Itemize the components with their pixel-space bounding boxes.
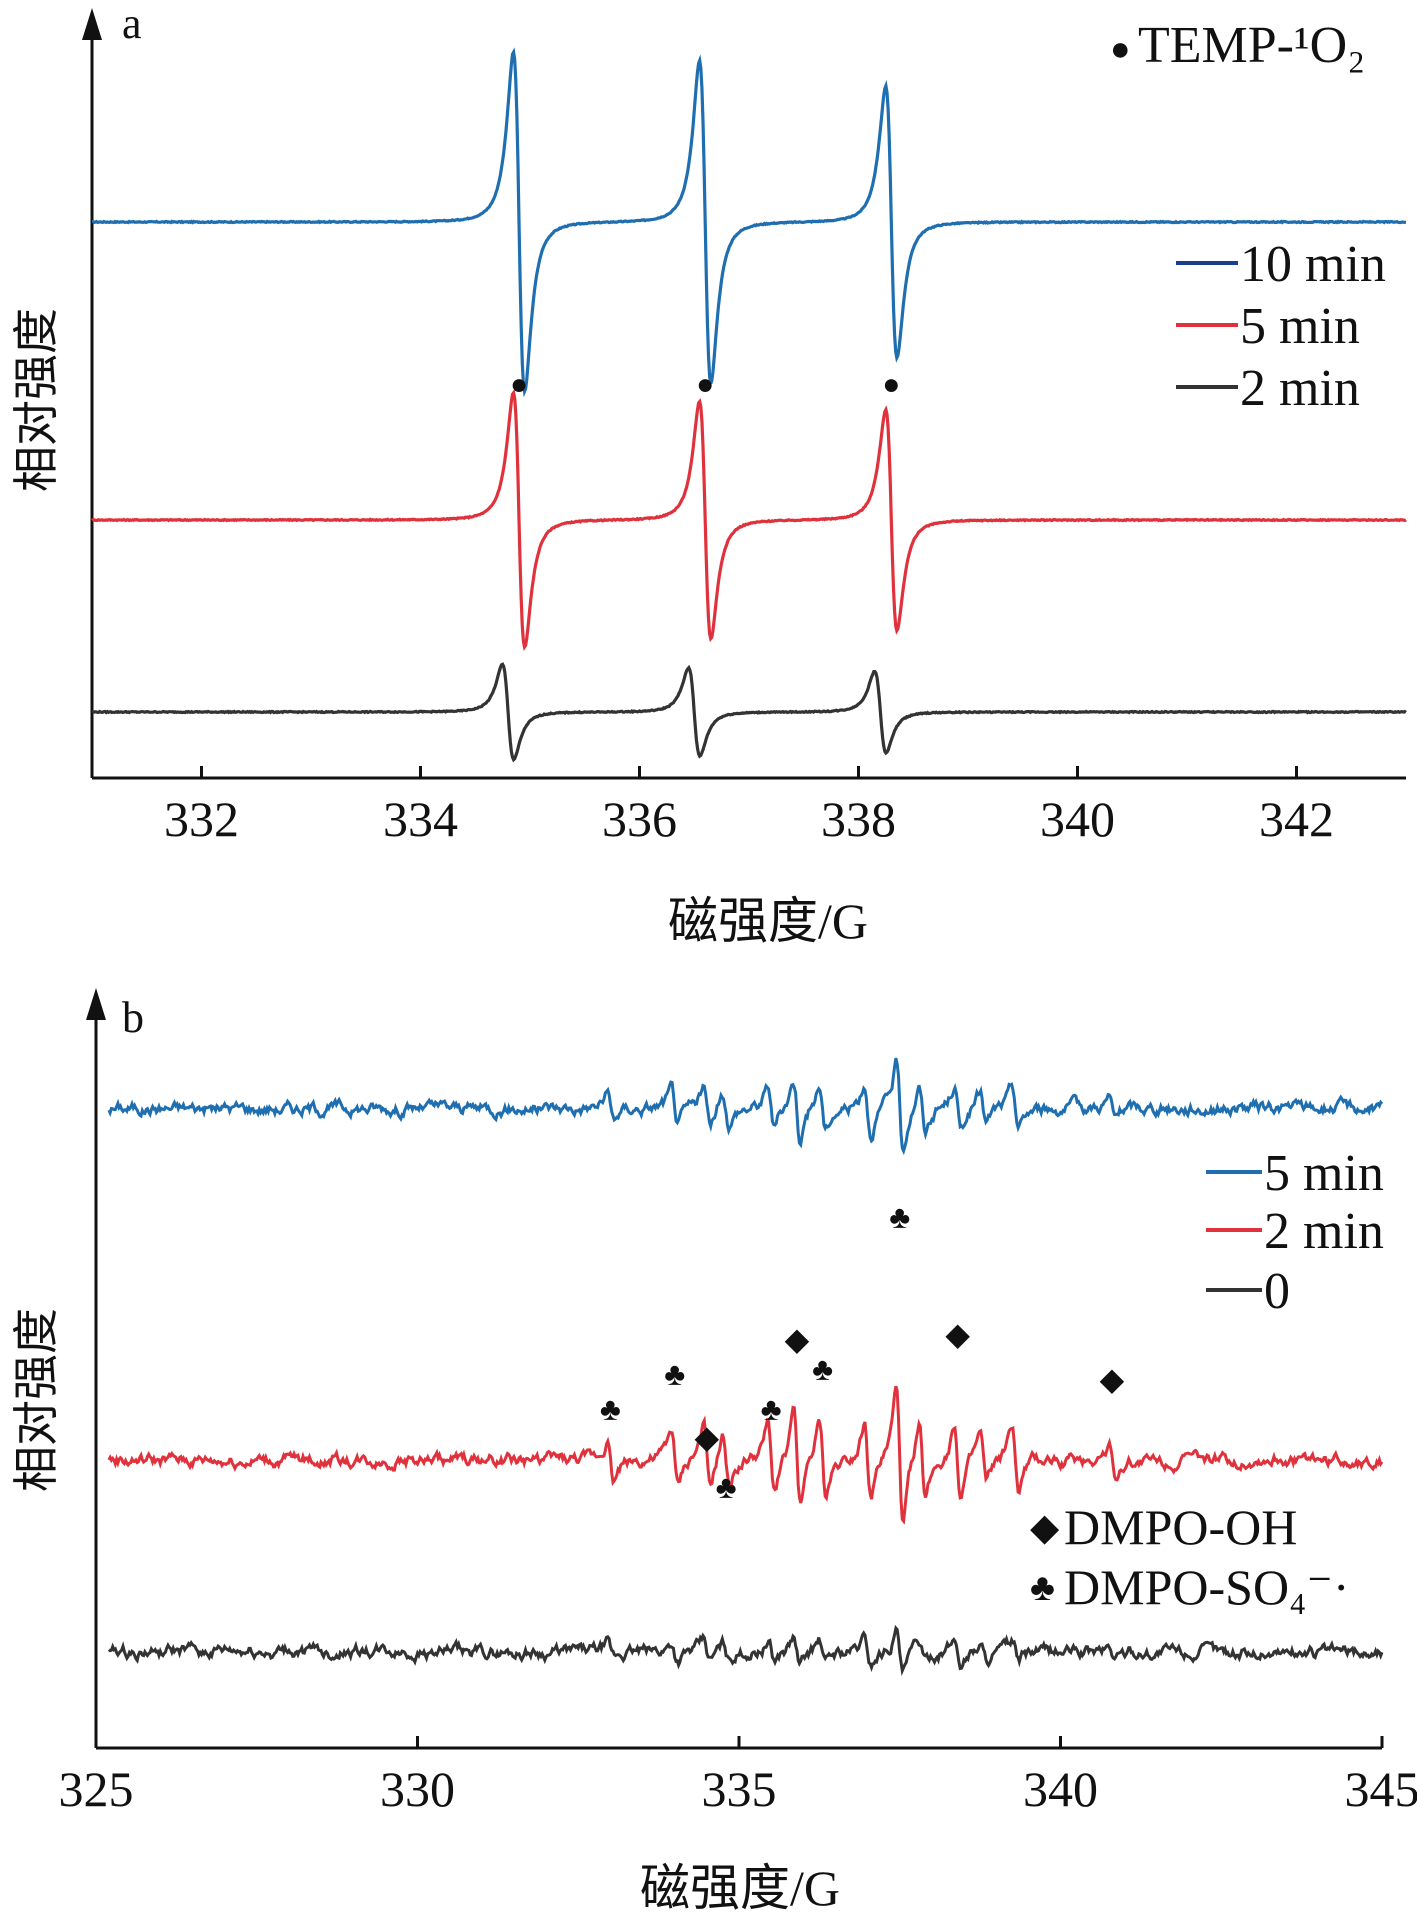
peak-marker-b: ♣: [664, 1356, 685, 1392]
panel-a-letter: a: [122, 0, 142, 48]
panel-a-y-axis-title: 相对强度: [11, 308, 62, 492]
trace-b-0: [107, 1624, 1384, 1677]
legend-a-label-1: 5 min: [1240, 298, 1360, 355]
legend-b-label-1: 2 min: [1264, 1203, 1384, 1260]
panel-a-y-axis-arrow: [82, 8, 102, 40]
legend-a-label-2: 2 min: [1240, 360, 1360, 417]
panel-b-letter: b: [122, 993, 144, 1042]
trace-a-2-min: [91, 662, 1407, 763]
panel-a-marker-symbol: ●: [1110, 31, 1131, 68]
peak-marker-b: ◆: [945, 1316, 970, 1352]
panel-b-traces: [107, 1057, 1384, 1677]
peak-marker-b: ♣: [761, 1391, 782, 1427]
peak-marker-a: ●: [510, 368, 528, 401]
peak-marker-a: ●: [696, 368, 714, 401]
trace-a-10-min: [92, 47, 1406, 398]
panel-b-x-axis-title: 磁强度/G: [640, 1860, 840, 1916]
x-tick-label: 340: [1040, 791, 1115, 847]
panel-a-x-axis-title: 磁强度/G: [668, 893, 868, 949]
peak-marker-b: ♣: [812, 1351, 833, 1387]
x-tick-label: 335: [702, 1761, 777, 1817]
x-tick-label: 334: [383, 791, 458, 847]
peak-marker-b: ♣: [716, 1469, 737, 1505]
panel-b-marker-label-0: DMPO-OH: [1064, 1499, 1297, 1555]
peak-marker-a: ●: [882, 368, 900, 401]
x-tick-label: 336: [602, 791, 677, 847]
x-tick-label: 325: [59, 1761, 134, 1817]
panel-b-marker-symbol-1: ♣: [1030, 1567, 1055, 1609]
trace-b-2-min: [107, 1385, 1384, 1525]
panel-a-traces: [91, 47, 1407, 763]
peak-marker-b: ◆: [1100, 1361, 1125, 1397]
x-tick-label: 345: [1345, 1761, 1417, 1817]
legend-a-label-0: 10 min: [1240, 236, 1386, 293]
x-tick-label: 330: [380, 1761, 455, 1817]
panel-a-legend: 10 min 5 min 2 min: [1176, 236, 1386, 417]
panel-b-marker-legend: ◆ DMPO-OH ♣ DMPO-SO₄⁻·: [1030, 1499, 1350, 1615]
x-tick-label: 332: [164, 791, 239, 847]
x-tick-label: 338: [821, 791, 896, 847]
panel-b-peak-markers: ♣♣◆♣♣◆♣♣◆◆: [600, 1199, 1125, 1505]
trace-b-5-min: [107, 1057, 1384, 1156]
panel-b-x-ticks: 325 330 335 340 345: [59, 1736, 1417, 1817]
x-tick-label: 342: [1259, 791, 1334, 847]
panel-a-x-ticks: 332 334 336 338 340 342: [164, 766, 1334, 847]
peak-marker-b: ♣: [889, 1199, 910, 1235]
panel-a-marker-legend: ● TEMP-¹O₂: [1110, 17, 1365, 74]
panel-b-marker-symbol-0: ◆: [1030, 1507, 1060, 1549]
peak-marker-b: ◆: [695, 1419, 720, 1455]
panel-b: b 325 330 335 340 345 ♣♣◆♣♣◆♣♣◆◆ 相对强度 磁强度/G …: [11, 988, 1417, 1916]
peak-marker-b: ◆: [785, 1321, 810, 1357]
legend-b-label-2: 0: [1264, 1263, 1290, 1320]
panel-b-legend: 5 min 2 min 0: [1206, 1145, 1384, 1320]
panel-a: a 332 334 336 338 340 342 ● ● ● 相对强度 磁强度/G ● TE…: [11, 0, 1407, 949]
peak-marker-b: ♣: [600, 1391, 621, 1427]
panel-a-peak-markers: ● ● ●: [510, 368, 900, 401]
trace-a-5-min: [91, 388, 1407, 651]
panel-b-y-axis-title: 相对强度: [11, 1308, 62, 1492]
panel-b-marker-label-1: DMPO-SO₄⁻·: [1064, 1559, 1350, 1615]
legend-b-label-0: 5 min: [1264, 1145, 1384, 1202]
panel-b-y-axis-arrow: [86, 988, 106, 1020]
x-tick-label: 340: [1023, 1761, 1098, 1817]
panel-a-marker-label: TEMP-¹O₂: [1138, 17, 1365, 74]
